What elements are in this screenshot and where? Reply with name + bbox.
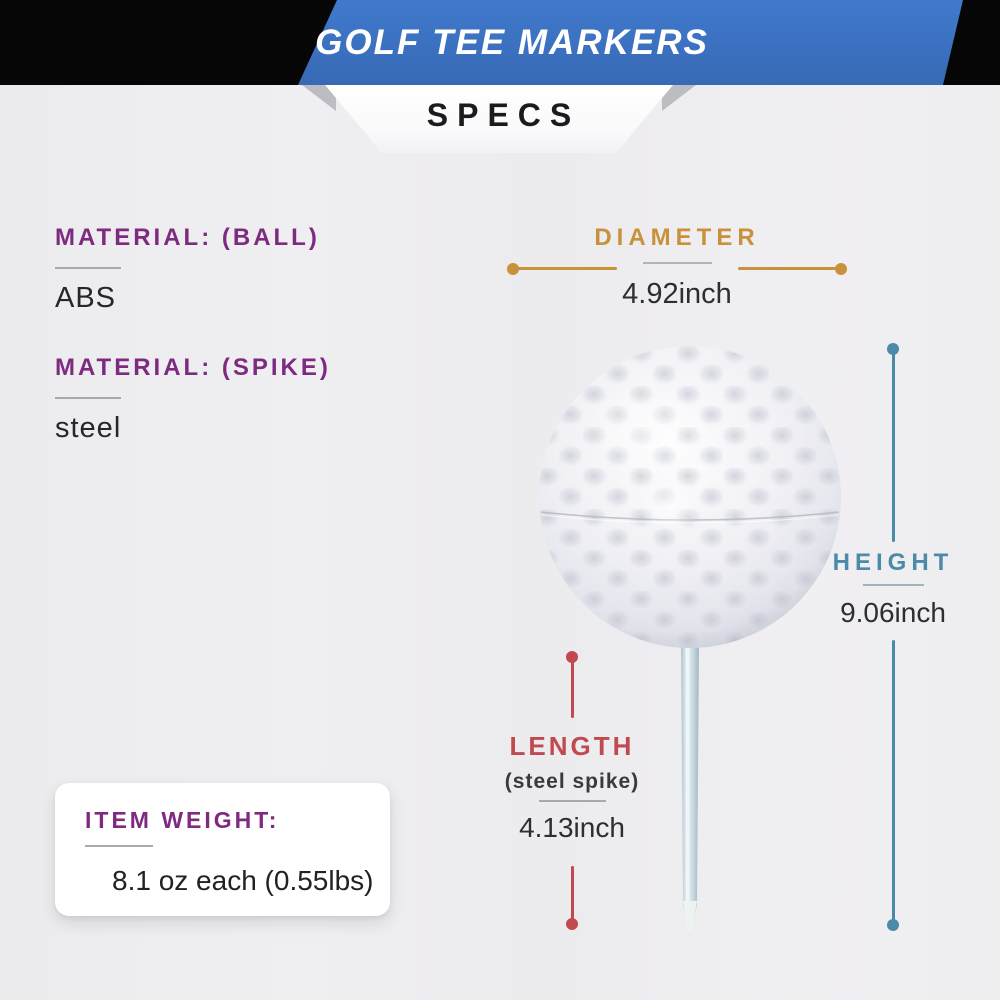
item-weight-value: 8.1 oz each (0.55lbs) bbox=[112, 865, 374, 896]
measure-dot bbox=[507, 263, 519, 275]
page-title: GOLF TEE MARKERS bbox=[315, 22, 709, 62]
divider-line bbox=[539, 800, 606, 802]
height-label: HEIGHT bbox=[832, 549, 954, 576]
specs-heading: SPECS bbox=[426, 96, 581, 133]
divider-line bbox=[863, 584, 924, 586]
golf-ball bbox=[539, 346, 841, 648]
measure-line bbox=[892, 640, 895, 922]
material-ball-value: ABS bbox=[55, 282, 117, 314]
measure-line bbox=[571, 660, 574, 718]
measure-line bbox=[571, 866, 574, 921]
diameter-value: 4.92inch bbox=[622, 278, 732, 310]
length-value: 4.13inch bbox=[519, 812, 625, 843]
measure-dot bbox=[835, 263, 847, 275]
length-sublabel: (steel spike) bbox=[504, 770, 640, 793]
material-ball-label: MATERIAL: (BALL) bbox=[55, 224, 320, 251]
material-spike-value: steel bbox=[55, 412, 122, 444]
material-ball-block: MATERIAL: (BALL) ABS bbox=[55, 224, 320, 315]
divider-line bbox=[85, 845, 153, 847]
divider-line bbox=[643, 262, 712, 264]
measure-dot bbox=[887, 919, 899, 931]
measure-line bbox=[517, 267, 617, 270]
specs-ribbon: SPECS bbox=[325, 85, 673, 153]
item-weight-label: ITEM WEIGHT: bbox=[85, 807, 280, 833]
measure-dot bbox=[566, 651, 578, 663]
material-spike-label: MATERIAL: (SPIKE) bbox=[55, 354, 331, 381]
measure-line bbox=[738, 267, 838, 270]
length-label: LENGTH bbox=[509, 731, 635, 761]
divider-line bbox=[55, 267, 121, 269]
diameter-label: DIAMETER bbox=[594, 224, 760, 251]
height-value: 9.06inch bbox=[840, 597, 946, 628]
item-weight-card: ITEM WEIGHT: 8.1 oz each (0.55lbs) bbox=[55, 783, 390, 916]
measure-line bbox=[892, 352, 895, 542]
golf-ball-tee-image bbox=[539, 346, 841, 935]
measure-dot bbox=[566, 918, 578, 930]
tee-spike bbox=[681, 643, 699, 935]
material-spike-block: MATERIAL: (SPIKE) steel bbox=[55, 354, 331, 445]
banner-ribbon bbox=[298, 0, 963, 85]
measure-dot bbox=[887, 343, 899, 355]
divider-line bbox=[55, 397, 121, 399]
